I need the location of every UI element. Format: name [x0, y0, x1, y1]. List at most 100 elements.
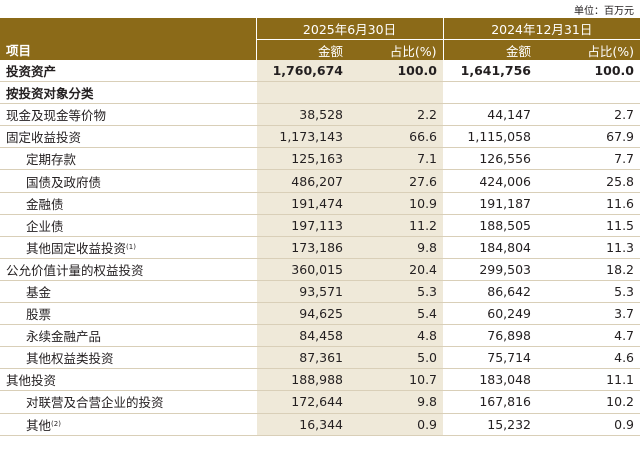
ratio-2024-cell [537, 81, 640, 105]
amount-2025-cell: 197,113 [255, 214, 349, 237]
row-label: 其他固定收益投资(1) [0, 236, 256, 259]
row-label-text: 投资资产 [6, 64, 57, 80]
ratio-2024-cell: 2.7 [537, 103, 640, 127]
row-label: 国债及政府债 [0, 169, 256, 193]
row-label: 对联营及合营企业的投资 [0, 390, 256, 414]
amount-2024-cell: 299,503 [443, 258, 538, 281]
row-label: 基金 [0, 280, 256, 304]
amount-2025-cell: 1,173,143 [255, 125, 349, 149]
ratio-2025-cell: 2.2 [349, 103, 444, 127]
row-label-text: 企业债 [26, 218, 64, 234]
amount-2025-cell [255, 81, 349, 105]
table-row: 现金及现金等价物 38,528 2.2 44,147 2.7 [0, 103, 640, 127]
amount-2024-cell: 1,115,058 [443, 125, 538, 149]
ratio-2025-cell: 20.4 [349, 258, 444, 281]
amount-2025-cell: 16,344 [255, 413, 349, 436]
table-header: 2025年6月30日 2024年12月31日 项目 金额 占比(%) 金额 占比… [0, 18, 640, 60]
ratio-2024-cell: 0.9 [537, 413, 640, 436]
amount-2024-cell: 86,642 [443, 280, 538, 304]
footnote-marker: (2) [51, 419, 61, 428]
amount-2025-cell: 486,207 [255, 169, 349, 193]
ratio-2025-cell: 9.8 [349, 236, 444, 259]
amount-2024-header: 金额 [442, 39, 538, 60]
unit-note: 单位：百万元 [574, 6, 634, 17]
ratio-2024-cell: 5.3 [537, 280, 640, 304]
footnote-marker: (1) [126, 242, 136, 251]
amount-2025-cell: 125,163 [255, 147, 349, 171]
ratio-2024-header: 占比(%) [537, 39, 640, 60]
row-label: 其他投资 [0, 368, 256, 392]
header-row-periods: 2025年6月30日 2024年12月31日 [0, 18, 640, 40]
ratio-2025-cell: 0.9 [349, 413, 444, 436]
ratio-2025-cell [349, 81, 444, 105]
ratio-2024-cell: 10.2 [537, 390, 640, 414]
row-label: 其他权益类投资 [0, 346, 256, 370]
row-label: 企业债 [0, 214, 256, 237]
amount-2025-cell: 173,186 [255, 236, 349, 259]
table-row: 基金 93,571 5.3 86,642 5.3 [0, 280, 640, 304]
row-label-text: 金融债 [26, 196, 64, 212]
ratio-2024-cell: 7.7 [537, 147, 640, 171]
table-row: 永续金融产品 84,458 4.8 76,898 4.7 [0, 324, 640, 348]
row-label-text: 定期存款 [26, 152, 77, 168]
row-label-text: 其他投资 [6, 373, 57, 389]
row-label: 固定收益投资 [0, 125, 256, 149]
table-row: 定期存款 125,163 7.1 126,556 7.7 [0, 147, 640, 171]
ratio-2025-cell: 27.6 [349, 169, 444, 193]
row-label-text: 股票 [26, 307, 52, 323]
table-row: 其他投资 188,988 10.7 183,048 11.1 [0, 368, 640, 392]
table-row: 公允价值计量的权益投资 360,015 20.4 299,503 18.2 [0, 258, 640, 281]
ratio-2024-cell: 67.9 [537, 125, 640, 149]
item-column-header: 项目 [6, 43, 32, 59]
ratio-2024-cell: 4.6 [537, 346, 640, 370]
row-label-text: 按投资对象分类 [6, 86, 94, 102]
ratio-2025-header: 占比(%) [349, 39, 444, 60]
ratio-2024-cell: 100.0 [537, 60, 640, 83]
row-label-text: 现金及现金等价物 [6, 108, 107, 124]
amount-2025-cell: 84,458 [255, 324, 349, 348]
row-label: 投资资产 [0, 60, 256, 83]
row-label-text: 国债及政府债 [26, 174, 102, 190]
amount-2024-cell: 75,714 [443, 346, 538, 370]
amount-2024-cell: 188,505 [443, 214, 538, 237]
amount-2025-cell: 87,361 [255, 346, 349, 370]
ratio-2024-cell: 11.5 [537, 214, 640, 237]
ratio-2025-cell: 10.9 [349, 192, 444, 215]
ratio-2025-cell: 100.0 [349, 60, 444, 83]
amount-2025-header: 金额 [255, 39, 349, 60]
table-row: 投资资产 1,760,674 100.0 1,641,756 100.0 [0, 60, 640, 83]
amount-2024-cell: 44,147 [443, 103, 538, 127]
amount-2024-cell: 1,641,756 [443, 60, 538, 83]
row-label: 永续金融产品 [0, 324, 256, 348]
amount-2025-cell: 172,644 [255, 390, 349, 414]
table-row: 固定收益投资 1,173,143 66.6 1,115,058 67.9 [0, 125, 640, 149]
amount-2025-cell: 38,528 [255, 103, 349, 127]
row-label-text: 公允价值计量的权益投资 [6, 262, 144, 278]
row-label: 公允价值计量的权益投资 [0, 258, 256, 281]
period-2025-header: 2025年6月30日 [255, 18, 444, 40]
amount-2024-cell: 126,556 [443, 147, 538, 171]
amount-2024-cell: 424,006 [443, 169, 538, 193]
ratio-2024-cell: 3.7 [537, 302, 640, 326]
row-label-text: 固定收益投资 [6, 130, 82, 146]
row-label: 定期存款 [0, 147, 256, 171]
amount-2025-cell: 188,988 [255, 368, 349, 392]
amount-2024-cell: 167,816 [443, 390, 538, 414]
row-label: 按投资对象分类 [0, 81, 256, 105]
table-body: 投资资产 1,760,674 100.0 1,641,756 100.0 按投资对象分类现… [0, 60, 640, 436]
ratio-2024-cell: 4.7 [537, 324, 640, 348]
amount-2024-cell: 76,898 [443, 324, 538, 348]
amount-2024-cell: 15,232 [443, 413, 538, 436]
ratio-2025-cell: 4.8 [349, 324, 444, 348]
amount-2024-cell: 60,249 [443, 302, 538, 326]
amount-2024-cell: 184,804 [443, 236, 538, 259]
header-row-columns: 项目 金额 占比(%) 金额 占比(%) [0, 39, 640, 60]
ratio-2024-cell: 11.6 [537, 192, 640, 215]
table-row: 其他(2) 16,344 0.9 15,232 0.9 [0, 413, 640, 436]
row-label: 股票 [0, 302, 256, 326]
row-label: 其他(2) [0, 413, 256, 436]
ratio-2024-cell: 18.2 [537, 258, 640, 281]
row-label-text: 其他权益类投资 [26, 351, 114, 367]
amount-2025-cell: 93,571 [255, 280, 349, 304]
